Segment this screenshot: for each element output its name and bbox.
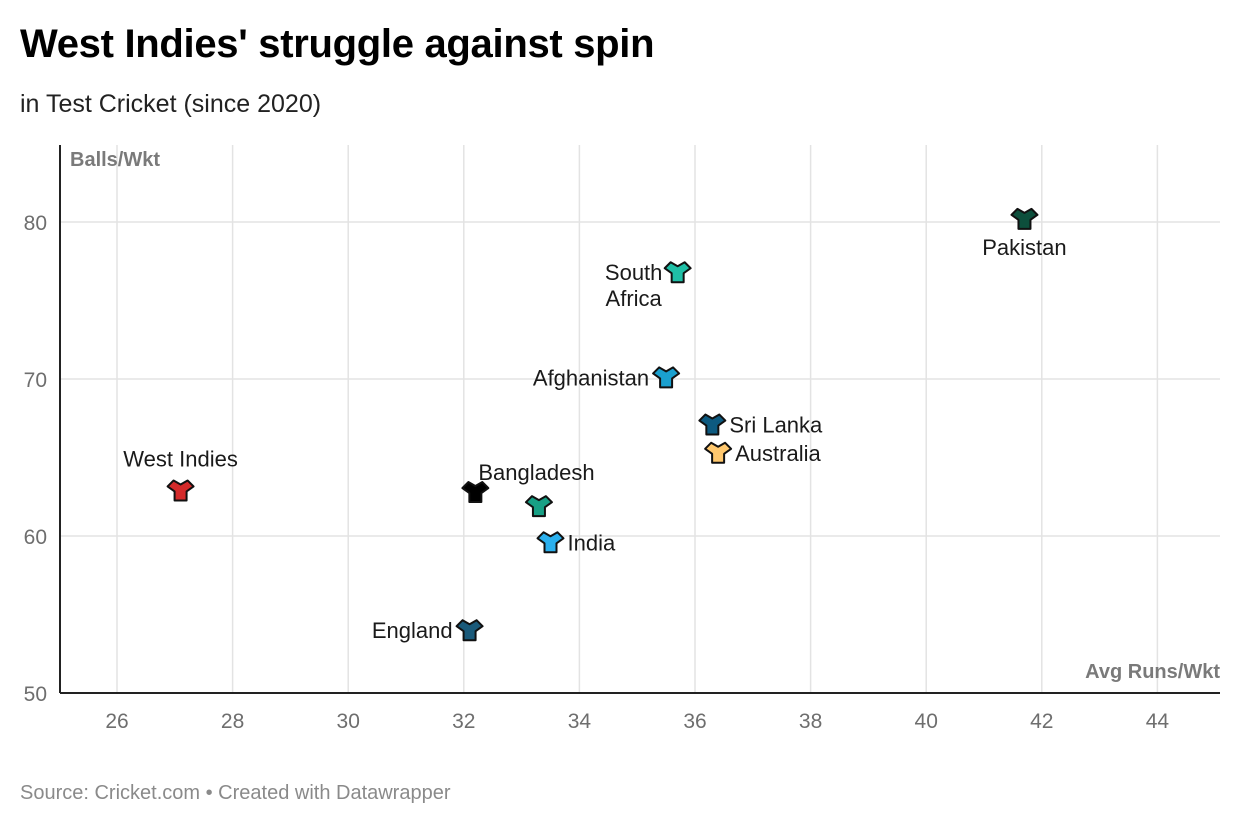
- y-axis-title: Balls/Wkt: [70, 149, 160, 171]
- point-bangladesh: [461, 481, 490, 504]
- point-australia: [704, 441, 733, 464]
- point-south-africa: [663, 261, 692, 284]
- point-label-south-africa: Africa: [606, 286, 663, 311]
- point-india: [536, 531, 565, 554]
- point-pakistan: [1010, 207, 1039, 230]
- point-west-indies: [166, 479, 195, 502]
- x-tick-label: 28: [221, 710, 244, 733]
- x-tick-label: 26: [105, 710, 128, 733]
- point-label-sri-lanka: Sri Lanka: [729, 413, 823, 438]
- axis-layer: 26 28 30 32 34 36 38 40 42 44 50 60 70 80 Balls/Wkt Avg…: [24, 145, 1220, 733]
- point-label-west-indies: West Indies: [123, 446, 238, 471]
- x-tick-label: 42: [1030, 710, 1053, 733]
- point-sri-lanka: [698, 413, 727, 436]
- y-tick-label: 80: [24, 212, 47, 235]
- y-tick-label: 70: [24, 369, 47, 392]
- source-note: Source: Cricket.com • Created with Dataw…: [20, 782, 451, 804]
- x-axis-title: Avg Runs/Wkt: [1085, 661, 1220, 683]
- grid-layer: [60, 145, 1220, 693]
- point-label-australia: Australia: [735, 441, 821, 466]
- point-layer: [166, 207, 1039, 642]
- point-label-south-africa: South: [605, 260, 663, 285]
- chart-subtitle: in Test Cricket (since 2020): [20, 90, 322, 118]
- x-tick-label: 44: [1146, 710, 1170, 733]
- x-tick-label: 32: [452, 710, 475, 733]
- point-label-india: India: [568, 530, 616, 555]
- point-label-afghanistan: Afghanistan: [533, 365, 649, 390]
- x-tick-label: 36: [683, 710, 706, 733]
- point-label-pakistan: Pakistan: [982, 235, 1066, 260]
- x-tick-label: 30: [337, 710, 360, 733]
- x-tick-label: 34: [568, 710, 592, 733]
- chart-title: West Indies' struggle against spin: [20, 22, 655, 66]
- point-label-england: England: [372, 618, 453, 643]
- y-tick-label: 60: [24, 526, 47, 549]
- point-afghanistan: [652, 366, 681, 389]
- x-tick-label: 40: [915, 710, 938, 733]
- x-tick-label: 38: [799, 710, 822, 733]
- point-label-bangladesh: Bangladesh: [478, 460, 594, 485]
- point-england: [455, 619, 484, 642]
- point-bangladesh-2: [524, 495, 553, 518]
- y-tick-label: 50: [24, 683, 47, 706]
